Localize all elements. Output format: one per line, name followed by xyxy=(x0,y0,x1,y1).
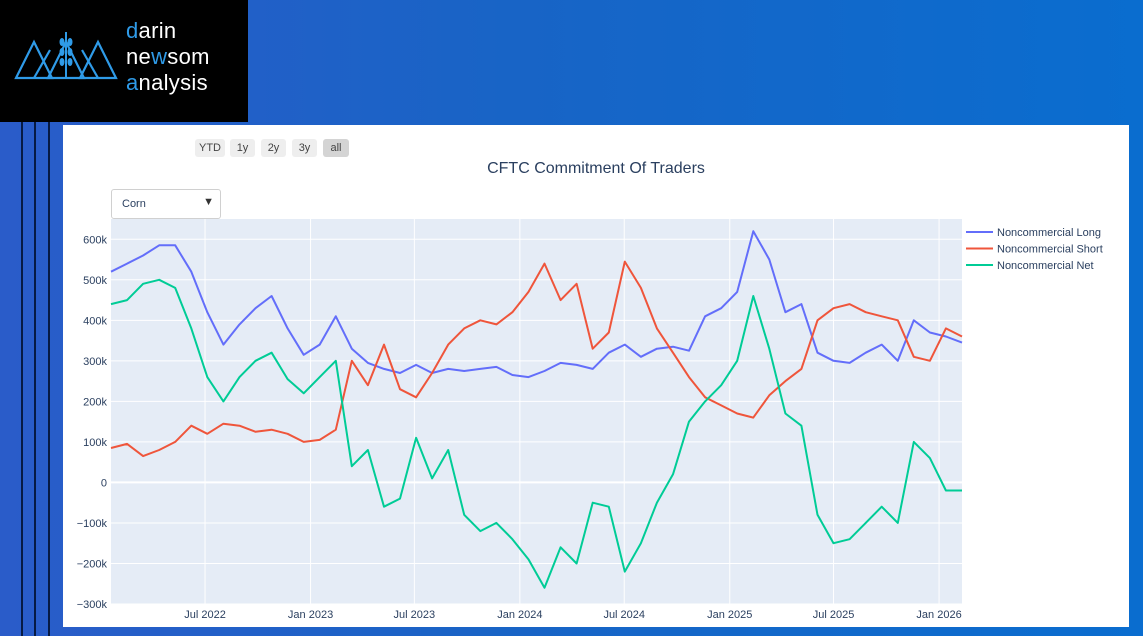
line-chart: 600k 500k 400k 300k 200k 100k 0 −100k −200k −300k… xyxy=(77,219,1103,621)
y-tick-label: −200k xyxy=(77,558,108,570)
brand-line-3: analysis xyxy=(126,70,210,96)
brand-text: som xyxy=(167,44,210,69)
y-tick-label: 500k xyxy=(83,275,107,287)
range-button-2y[interactable]: 2y xyxy=(261,139,286,157)
series-line-noncommercial-short xyxy=(110,260,963,458)
brand-line-1: darin xyxy=(126,18,210,44)
x-tick-label: Jul 2024 xyxy=(603,609,645,621)
chart-panel: 600k 500k 400k 300k 200k 100k 0 −100k −200k −300k… xyxy=(63,125,1129,627)
brand-wordmark: darin newsom analysis xyxy=(126,18,210,96)
brand-line-2: newsom xyxy=(126,44,210,70)
triangle-down-icon: ▼ xyxy=(203,196,214,208)
y-tick-label: 100k xyxy=(83,437,107,449)
range-button-1y[interactable]: 1y xyxy=(230,139,255,157)
wheat-triangles-logo-icon xyxy=(14,32,118,80)
range-button-all[interactable]: all xyxy=(323,139,349,157)
divider-line xyxy=(21,122,23,636)
chart-title: CFTC Commitment Of Traders xyxy=(487,160,705,177)
x-tick-label: Jan 2023 xyxy=(288,609,333,621)
y-tick-label: −100k xyxy=(77,518,108,530)
y-tick-label: −300k xyxy=(77,599,108,611)
y-tick-label: 200k xyxy=(83,396,107,408)
series-line-noncommercial-long xyxy=(110,230,963,379)
brand-text: arin xyxy=(138,18,177,43)
x-tick-label: Jul 2023 xyxy=(394,609,436,621)
brand-logo[interactable]: darin newsom analysis xyxy=(0,0,248,122)
x-tick-label: Jul 2022 xyxy=(184,609,226,621)
y-tick-label: 400k xyxy=(83,315,107,327)
legend-item: Noncommercial Net xyxy=(997,260,1094,272)
brand-text: nalysis xyxy=(138,70,208,95)
brand-accent-letter: a xyxy=(126,70,139,95)
brand-accent-letter: w xyxy=(151,44,168,69)
x-tick-label: Jan 2024 xyxy=(497,609,542,621)
brand-text: ne xyxy=(126,44,152,69)
x-tick-label: Jul 2025 xyxy=(813,609,855,621)
plot-area xyxy=(111,219,962,604)
legend-item: Noncommercial Short xyxy=(997,244,1103,256)
divider-line xyxy=(48,122,50,636)
y-tick-label: 600k xyxy=(83,234,107,246)
dropdown-value: Corn xyxy=(122,198,146,210)
legend-item: Noncommercial Long xyxy=(997,227,1101,239)
range-button-ytd[interactable]: YTD xyxy=(195,139,225,157)
x-tick-label: Jan 2025 xyxy=(707,609,752,621)
commodity-dropdown[interactable]: Corn ▼ xyxy=(111,189,221,219)
divider-line xyxy=(34,122,36,636)
range-button-3y[interactable]: 3y xyxy=(292,139,317,157)
brand-accent-letter: d xyxy=(126,18,139,43)
x-tick-label: Jan 2026 xyxy=(916,609,961,621)
series-line-noncommercial-net xyxy=(110,278,962,589)
y-tick-label: 300k xyxy=(83,356,107,368)
y-tick-label: 0 xyxy=(101,477,107,489)
